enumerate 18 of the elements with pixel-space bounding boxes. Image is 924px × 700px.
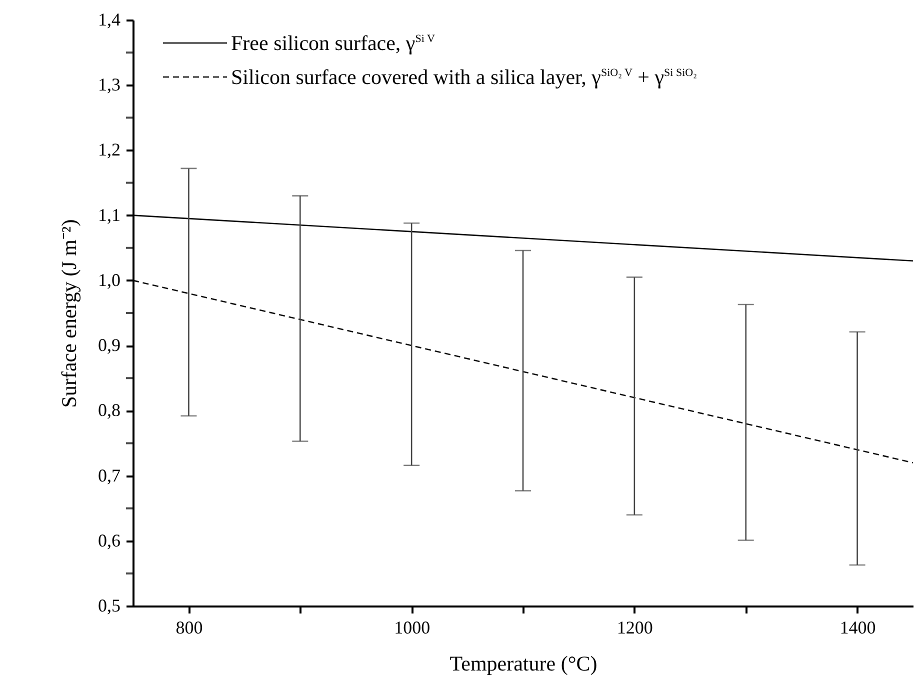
legend-label: Free silicon surface, γ$^{Si V}$ <box>231 30 435 56</box>
y-tick-label: 1,4 <box>98 10 120 30</box>
y-tick-label: 1,3 <box>98 74 120 95</box>
y-axis-title: Surface energy (J m⁻²) <box>57 219 81 408</box>
x-axis-title: Temperature (°C) <box>450 652 598 676</box>
y-tick-label: 0,7 <box>98 465 120 486</box>
x-tick-label: 1400 <box>840 618 876 638</box>
y-tick-label: 0,5 <box>98 596 120 616</box>
legend-label: Silicon surface covered with a silica layer, γ$^{SiO₂ V}$ + γ$^{Si SiO₂}$ <box>231 64 697 90</box>
y-tick-label: 1,1 <box>98 204 120 225</box>
y-tick-label: 1,0 <box>98 270 120 290</box>
x-tick-label: 1200 <box>616 618 653 638</box>
y-tick-label: 0,8 <box>98 400 120 420</box>
x-tick-label: 1000 <box>394 618 430 638</box>
y-tick-label: 0,6 <box>98 530 120 550</box>
x-tick-label: 800 <box>176 618 203 638</box>
y-tick-label: 1,2 <box>98 140 120 160</box>
y-tick-label: 0,9 <box>98 335 120 356</box>
